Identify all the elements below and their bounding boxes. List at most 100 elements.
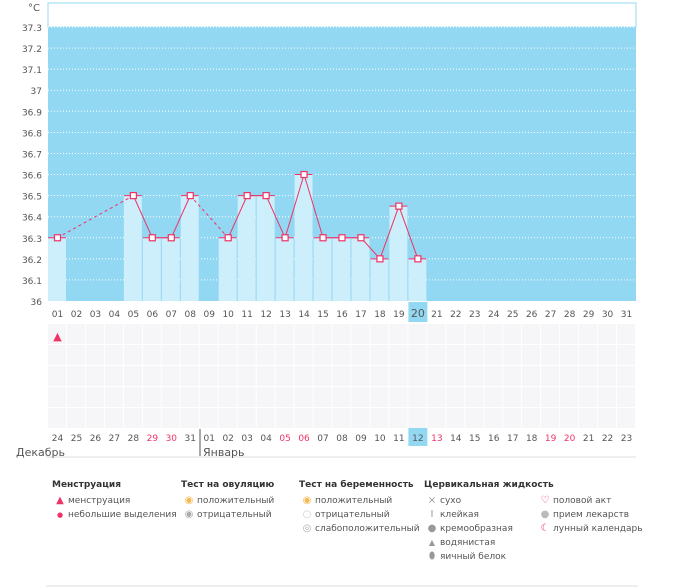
month-label-december: Декабрь [16,446,65,459]
calendar-cell [427,324,446,344]
x-tick-label: 30 [602,310,614,320]
series-line [265,195,286,238]
bar-day-10 [218,237,237,301]
calendar-cell [560,324,579,344]
calendar-cell [313,324,332,344]
calendar-cell [465,408,484,428]
x-tick-label: 10 [222,310,234,320]
calendar-cell [256,366,275,386]
legend-other: ♡ половой акт ● прием лекарств ☾ лунный кал… [537,494,643,536]
x-tick-label: 24 [488,310,500,320]
calendar-cell [427,408,446,428]
legend-item: отрицательный [315,510,390,520]
bar-day-19 [389,206,408,301]
calendar-date: 17 [507,434,518,444]
calendar-cell [541,345,560,365]
calendar-cell [256,324,275,344]
data-point-17 [357,234,365,242]
y-tick-label: 36 [31,298,43,308]
calendar-cell [294,408,313,428]
calendar-cell [66,387,85,407]
calendar-date: 18 [526,434,538,444]
calendar-cell [104,408,123,428]
calendar-date: 26 [90,434,102,444]
legend-item: клейкая [440,510,479,520]
pregnancy-positive-icon: ◉ [302,495,312,506]
menstruation-icon: ▲ [53,330,62,343]
calendar-cell [161,366,180,386]
calendar-cell [48,345,66,365]
calendar-cell [104,345,123,365]
x-tick-label: 18 [374,310,386,320]
series-line [170,195,191,238]
calendar-cell [313,387,332,407]
calendar-cell [218,387,237,407]
calendar-cell [85,366,104,386]
calendar-date: 09 [355,434,367,444]
temperature-chart: °C 36 36.1 36.2 36.3 36.4 36.5 36.6 36.7 36.8 36.9… [22,2,637,458]
footer-divider [46,585,638,587]
calendar-date: 11 [393,434,404,444]
calendar-cell [142,324,161,344]
y-tick-label: 36.4 [22,214,42,224]
y-tick-label: 36.8 [22,129,42,139]
calendar-cell [541,387,560,407]
legend-item: яичный белок [440,552,507,562]
calendar-date: 01 [203,434,214,444]
calendar-cell [598,345,617,365]
data-point-19 [395,202,403,210]
calendar-date: 25 [71,434,82,444]
bar-day-07 [161,237,180,301]
calendar-cell [503,387,522,407]
calendar-cell [294,387,313,407]
calendar-cell [351,408,370,428]
calendar-cell [541,366,560,386]
calendar-cell [370,387,389,407]
moon-icon: ☾ [540,523,550,534]
calendar-cell [256,408,275,428]
calendar-cell [465,324,484,344]
calendar-cell [48,366,66,386]
calendar-cell [313,366,332,386]
calendar-cell [522,324,541,344]
calendar-cell [294,366,313,386]
calendar-date: 13 [431,434,442,444]
x-tick-label: 02 [71,310,82,320]
x-tick-label: 14 [298,310,310,320]
calendar-cell [484,345,503,365]
legend-item: кремообразная [440,524,513,534]
egg-white-icon: ⬮ [428,551,436,562]
calendar-cell [617,324,635,344]
calendar-date: 02 [222,434,233,444]
calendar-cell [389,345,408,365]
legend-pregnancy: Тест на беременность ◉ положительный ○ отр… [299,480,420,536]
series-line [132,195,153,238]
calendar-cell [104,324,123,344]
series-line [284,174,305,238]
y-tick-label: 36.5 [22,193,42,203]
calendar-date: 15 [469,434,480,444]
calendar-cell [541,408,560,428]
calendar-cell [180,408,199,428]
bar-day-11 [237,195,256,301]
x-tick-label: 15 [317,310,328,320]
x-tick-label: 20 [411,307,425,320]
y-tick-label: 36.6 [22,172,42,182]
calendar-cell [332,408,351,428]
ovulation-negative-icon: ◉ [184,509,194,520]
calendar-cell [427,345,446,365]
legend-item: положительный [197,496,275,506]
calendar-cell [617,345,635,365]
pill-icon: ● [540,509,550,520]
calendar-date: 05 [279,434,290,444]
bar-day-12 [256,195,275,301]
calendar-cell [522,387,541,407]
x-tick-label: 29 [583,310,595,320]
calendar-cell [560,408,579,428]
bar-day-01 [48,237,66,301]
calendar-cell [123,387,142,407]
data-point-16 [338,234,346,242]
calendar-cell [142,366,161,386]
data-point-18 [376,255,384,263]
